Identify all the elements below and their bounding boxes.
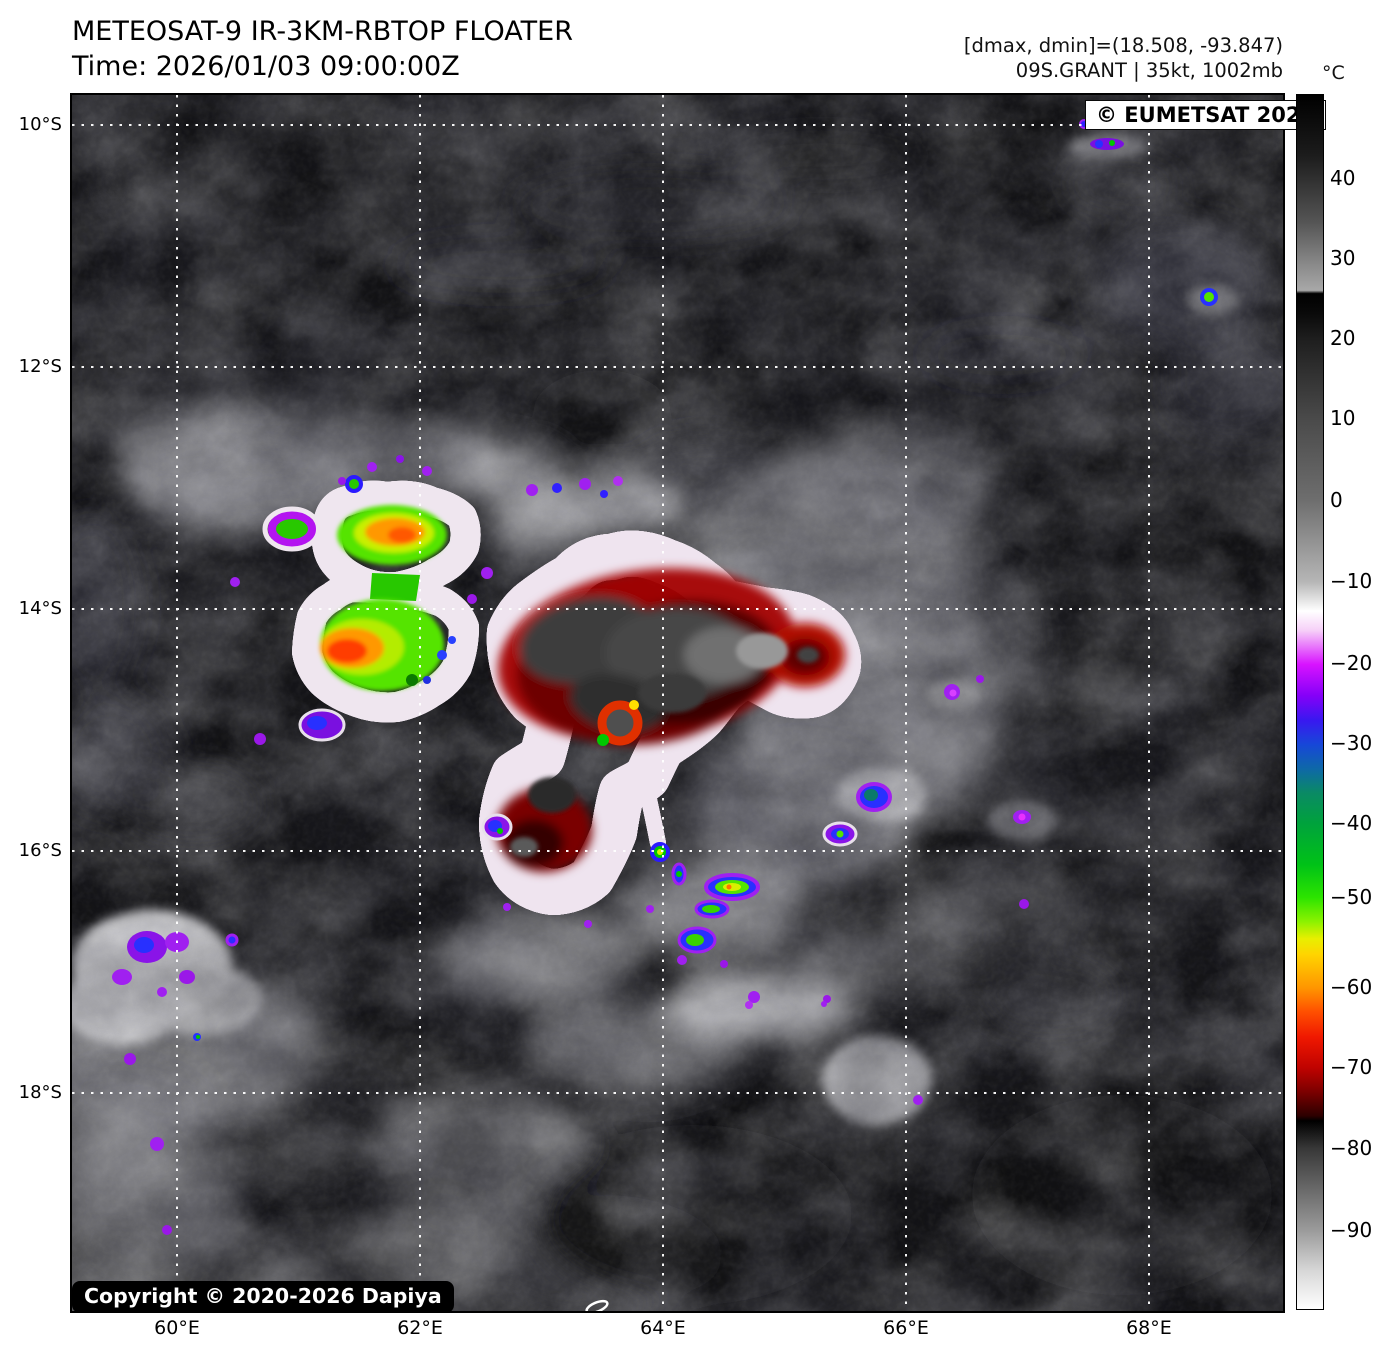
temperature-colorbar <box>1296 94 1324 1310</box>
colorbar-tick-label: −10 <box>1330 568 1373 593</box>
colorbar-tick-label: 30 <box>1330 246 1356 270</box>
lat-tick-label: 14°S <box>18 598 62 619</box>
storm-readout: 09S.GRANT | 35kt, 1002mb <box>1015 59 1283 82</box>
colorbar-tick-label: −40 <box>1330 810 1373 835</box>
timestamp: Time: 2026/01/03 09:00:00Z <box>72 51 460 82</box>
header-stats: [dmax, dmin]=(18.508, -93.847) 09S.GRANT… <box>800 33 1283 83</box>
colorbar-unit-label: °C <box>1322 62 1345 84</box>
colorbar-tick-label: −20 <box>1330 651 1373 675</box>
lat-tick-label: 18°S <box>18 1081 62 1103</box>
title-block: METEOSAT-9 IR-3KM-RBTOP FLOATER Time: 20… <box>72 14 573 84</box>
colorbar-tick-label: −50 <box>1330 884 1373 909</box>
lat-tick-label: 12°S <box>18 356 62 378</box>
colorbar-tick-label: −90 <box>1330 1218 1373 1243</box>
colorbar-tick-label: −80 <box>1330 1135 1373 1160</box>
colorbar-tick-label: −60 <box>1330 975 1373 1000</box>
lon-tick-label: 68°E <box>1126 1317 1172 1339</box>
eumetsat-watermark: © EUMETSAT 2026 <box>1085 100 1327 130</box>
dmax-dmin-readout: [dmax, dmin]=(18.508, -93.847) <box>963 34 1283 57</box>
lat-tick-label: 16°S <box>18 839 62 861</box>
lon-tick-label: 66°E <box>883 1317 929 1339</box>
colorbar-tick-label: 20 <box>1330 326 1356 350</box>
colorbar-tick-label: 0 <box>1330 487 1343 512</box>
satellite-image-canvas <box>70 93 1285 1313</box>
lon-tick-label: 64°E <box>640 1317 686 1339</box>
small-contour-glyph <box>585 1299 609 1311</box>
lon-tick-label: 60°E <box>154 1317 200 1339</box>
colorbar-tick-label: 10 <box>1330 406 1356 431</box>
lon-tick-label: 62°E <box>397 1317 443 1339</box>
colorbar-tick-label: −70 <box>1330 1055 1373 1080</box>
cold-cloud-specks <box>112 119 1218 1235</box>
lat-tick-label: 10°S <box>18 114 62 136</box>
colorbar-tick-label: −30 <box>1330 731 1373 755</box>
page-title: METEOSAT-9 IR-3KM-RBTOP FLOATER <box>72 16 573 47</box>
convective-complex-west <box>262 475 466 707</box>
colorbar-tick-label: 40 <box>1330 166 1356 190</box>
copyright-badge: Copyright © 2020-2026 Dapiya <box>72 1281 454 1313</box>
satellite-scene <box>72 95 1283 1311</box>
